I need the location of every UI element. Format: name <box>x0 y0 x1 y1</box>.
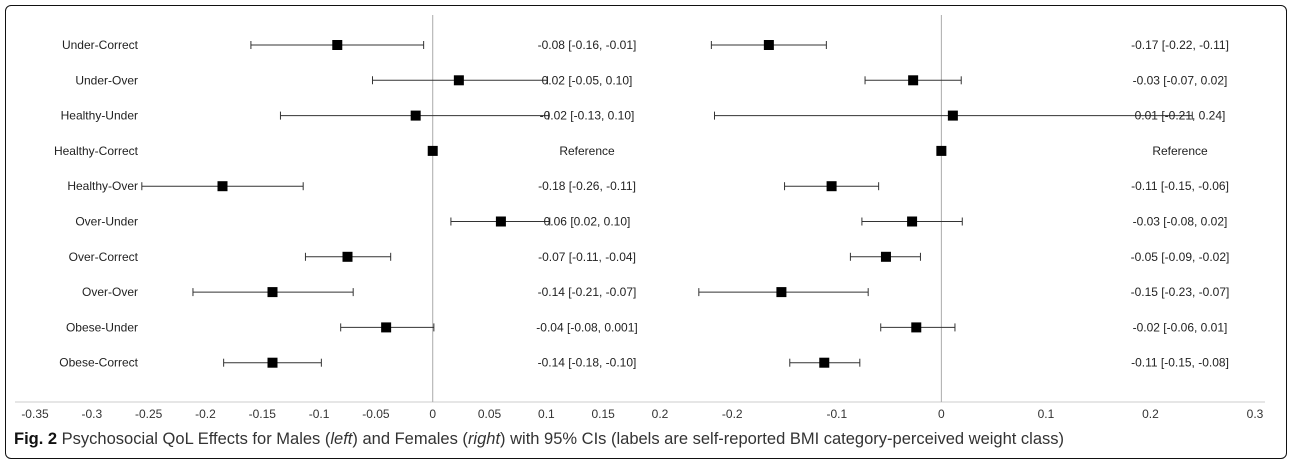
ci-text-label: Reference <box>1152 144 1208 158</box>
forest-row: Healthy-Under -0.02 [-0.13, 0.10] <box>61 109 635 123</box>
male-forest-panel: -0.35 -0.3 -0.25 -0.2 -0.15 -0.1 -0.05 0 0.05 0.1… <box>15 15 670 421</box>
estimate-marker <box>776 287 787 298</box>
forest-row: -0.02 [-0.06, 0.01] <box>880 320 1228 334</box>
x-tick-label: -0.1 <box>309 407 330 421</box>
caption-left-word: left <box>330 430 353 448</box>
ci-text-label: -0.15 [-0.23, -0.07] <box>1131 285 1230 299</box>
row-label: Over-Correct <box>69 250 139 264</box>
row-label: Healthy-Over <box>67 179 138 193</box>
estimate-marker <box>217 181 228 192</box>
estimate-marker <box>911 322 922 333</box>
ci-text-label: -0.03 [-0.07, 0.02] <box>1133 73 1228 87</box>
estimate-marker <box>826 181 837 192</box>
forest-row: Under-Over 0.02 [-0.05, 0.10] <box>75 73 632 87</box>
estimate-marker <box>267 287 278 298</box>
x-tick-label: 0 <box>938 407 945 421</box>
estimate-marker <box>267 357 278 368</box>
row-label: Under-Correct <box>62 38 139 52</box>
forest-row: Over-Under 0.06 [0.02, 0.10] <box>75 215 630 229</box>
forest-row: Under-Correct -0.08 [-0.16, -0.01] <box>62 38 636 52</box>
ci-text-label: -0.18 [-0.26, -0.11] <box>538 179 636 193</box>
x-tick-label: 0.3 <box>1247 407 1264 421</box>
row-label: Healthy-Under <box>61 109 138 123</box>
estimate-marker <box>342 251 353 262</box>
ci-text-label: -0.03 [-0.08, 0.02] <box>1133 215 1228 229</box>
figure-number: Fig. 2 <box>14 430 58 448</box>
x-tick-label: 0.1 <box>538 407 555 421</box>
x-tick-label: 0.2 <box>1142 407 1159 421</box>
estimate-marker <box>495 216 506 227</box>
x-tick-label: 0 <box>429 407 436 421</box>
ci-text-label: -0.02 [-0.13, 0.10] <box>540 109 635 123</box>
ci-text-label: 0.06 [0.02, 0.10] <box>544 215 631 229</box>
x-tick-label: 0.2 <box>652 407 669 421</box>
row-label: Over-Under <box>75 215 138 229</box>
estimate-marker <box>410 110 421 121</box>
ci-text-label: -0.17 [-0.22, -0.11] <box>1131 38 1229 52</box>
ci-text-label: -0.11 [-0.15, -0.08] <box>1131 356 1229 370</box>
caption-right-word: right <box>467 430 501 448</box>
forest-row: -0.05 [-0.09, -0.02] <box>849 250 1230 264</box>
ci-text-label: 0.02 [-0.05, 0.10] <box>542 73 633 87</box>
caption-text-1: Psychosocial QoL Effects for Males ( <box>57 430 331 448</box>
figure-caption: Fig. 2 Psychosocial QoL Effects for Male… <box>14 430 1064 449</box>
row-label: Obese-Correct <box>59 356 138 370</box>
forest-row: Healthy-Over -0.18 [-0.26, -0.11] <box>67 179 636 193</box>
estimate-marker <box>381 322 392 333</box>
forest-row: Healthy-Correct Reference <box>54 144 615 158</box>
ci-text-label: 0.01 [-0.21, 0.24] <box>1135 109 1226 123</box>
forest-row: -0.11 [-0.15, -0.08] <box>789 356 1229 370</box>
forest-row: -0.17 [-0.22, -0.11] <box>710 38 1229 52</box>
forest-row: Over-Correct -0.07 [-0.11, -0.04] <box>69 250 636 264</box>
x-tick-label: -0.05 <box>362 407 390 421</box>
row-label: Under-Over <box>75 73 138 87</box>
estimate-marker <box>819 357 830 368</box>
x-tick-label: 0.1 <box>1038 407 1055 421</box>
x-tick-label: 0.05 <box>478 407 502 421</box>
caption-text-3: ) with 95% CIs (labels are self-reported… <box>500 430 1065 448</box>
x-tick-label: -0.15 <box>249 407 277 421</box>
x-tick-label: -0.2 <box>195 407 216 421</box>
forest-row: Reference <box>936 144 1208 158</box>
forest-row: Obese-Correct -0.14 [-0.18, -0.10] <box>59 356 636 370</box>
ci-text-label: -0.02 [-0.06, 0.01] <box>1133 320 1228 334</box>
forest-row: -0.11 [-0.15, -0.06] <box>784 179 1229 193</box>
ci-text-label: -0.07 [-0.11, -0.04] <box>538 250 636 264</box>
ci-text-label: -0.14 [-0.21, -0.07] <box>538 285 637 299</box>
x-tick-label: -0.35 <box>21 407 49 421</box>
ci-text-label: -0.04 [-0.08, 0.001] <box>536 320 637 334</box>
row-label: Obese-Under <box>66 320 138 334</box>
ci-text-label: -0.14 [-0.18, -0.10] <box>538 356 637 370</box>
x-tick-label: 0.15 <box>592 407 616 421</box>
estimate-marker <box>427 145 438 156</box>
estimate-marker <box>332 40 343 50</box>
x-tick-label: -0.3 <box>81 407 102 421</box>
estimate-marker <box>908 75 919 86</box>
x-tick-label: -0.2 <box>722 407 743 421</box>
forest-row: 0.01 [-0.21, 0.24] <box>714 109 1226 123</box>
forest-row: Obese-Under -0.04 [-0.08, 0.001] <box>66 320 638 334</box>
caption-text-2: ) and Females ( <box>352 430 468 448</box>
figure-frame <box>5 5 1287 459</box>
ci-text-label: -0.05 [-0.09, -0.02] <box>1131 250 1230 264</box>
estimate-marker <box>936 145 947 156</box>
x-tick-label: -0.25 <box>135 407 163 421</box>
row-label: Healthy-Correct <box>54 144 139 158</box>
forest-row: -0.15 [-0.23, -0.07] <box>698 285 1230 299</box>
estimate-marker <box>453 75 464 86</box>
estimate-marker <box>763 40 774 50</box>
ci-text-label: -0.11 [-0.15, -0.06] <box>1131 179 1229 193</box>
ci-text-label: Reference <box>559 144 615 158</box>
estimate-marker <box>907 216 918 227</box>
estimate-marker <box>880 251 891 262</box>
forest-row: Over-Over -0.14 [-0.21, -0.07] <box>82 285 636 299</box>
x-tick-label: -0.1 <box>826 407 847 421</box>
estimate-marker <box>947 110 958 121</box>
forest-row: -0.03 [-0.07, 0.02] <box>864 73 1228 87</box>
ci-text-label: -0.08 [-0.16, -0.01] <box>538 38 637 52</box>
forest-row: -0.03 [-0.08, 0.02] <box>861 215 1228 229</box>
female-forest-panel: -0.2 -0.1 0 0.1 0.2 0.3 -0.17 [-0.22, -0.11] -0… <box>660 15 1265 421</box>
row-label: Over-Over <box>82 285 138 299</box>
